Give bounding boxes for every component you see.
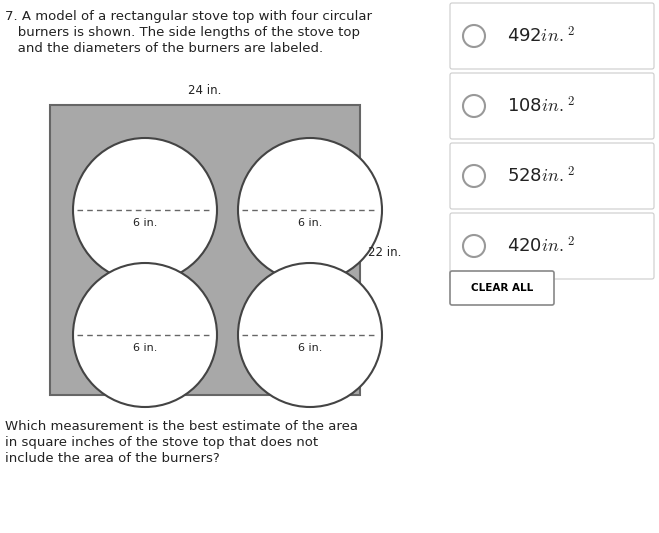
Text: 6 in.: 6 in. bbox=[133, 218, 158, 228]
Circle shape bbox=[463, 165, 485, 187]
FancyBboxPatch shape bbox=[450, 271, 554, 305]
Text: in square inches of the stove top that does not: in square inches of the stove top that d… bbox=[5, 436, 318, 449]
Text: 108$in.^{2}$: 108$in.^{2}$ bbox=[507, 96, 575, 116]
Text: and the diameters of the burners are labeled.: and the diameters of the burners are lab… bbox=[5, 42, 323, 55]
Circle shape bbox=[463, 235, 485, 257]
Circle shape bbox=[463, 25, 485, 47]
Text: 6 in.: 6 in. bbox=[133, 343, 158, 353]
FancyBboxPatch shape bbox=[450, 73, 654, 139]
FancyBboxPatch shape bbox=[450, 143, 654, 209]
Text: 6 in.: 6 in. bbox=[298, 343, 322, 353]
Circle shape bbox=[238, 138, 382, 282]
Text: 24 in.: 24 in. bbox=[188, 84, 221, 97]
FancyBboxPatch shape bbox=[450, 3, 654, 69]
Text: 420$in.^{2}$: 420$in.^{2}$ bbox=[507, 236, 575, 256]
Text: burners is shown. The side lengths of the stove top: burners is shown. The side lengths of th… bbox=[5, 26, 360, 39]
Text: 6 in.: 6 in. bbox=[298, 218, 322, 228]
Text: 7. A model of a rectangular stove top with four circular: 7. A model of a rectangular stove top wi… bbox=[5, 10, 372, 23]
Circle shape bbox=[73, 263, 217, 407]
Bar bbox=[50, 105, 360, 395]
Text: include the area of the burners?: include the area of the burners? bbox=[5, 452, 219, 465]
Text: CLEAR ALL: CLEAR ALL bbox=[471, 283, 533, 293]
Text: Which measurement is the best estimate of the area: Which measurement is the best estimate o… bbox=[5, 420, 358, 433]
Circle shape bbox=[73, 138, 217, 282]
Text: 492$in.^{2}$: 492$in.^{2}$ bbox=[507, 26, 575, 46]
Circle shape bbox=[238, 263, 382, 407]
FancyBboxPatch shape bbox=[450, 213, 654, 279]
Text: 22 in.: 22 in. bbox=[368, 246, 401, 259]
Circle shape bbox=[463, 95, 485, 117]
Text: 528$in.^{2}$: 528$in.^{2}$ bbox=[507, 166, 575, 186]
